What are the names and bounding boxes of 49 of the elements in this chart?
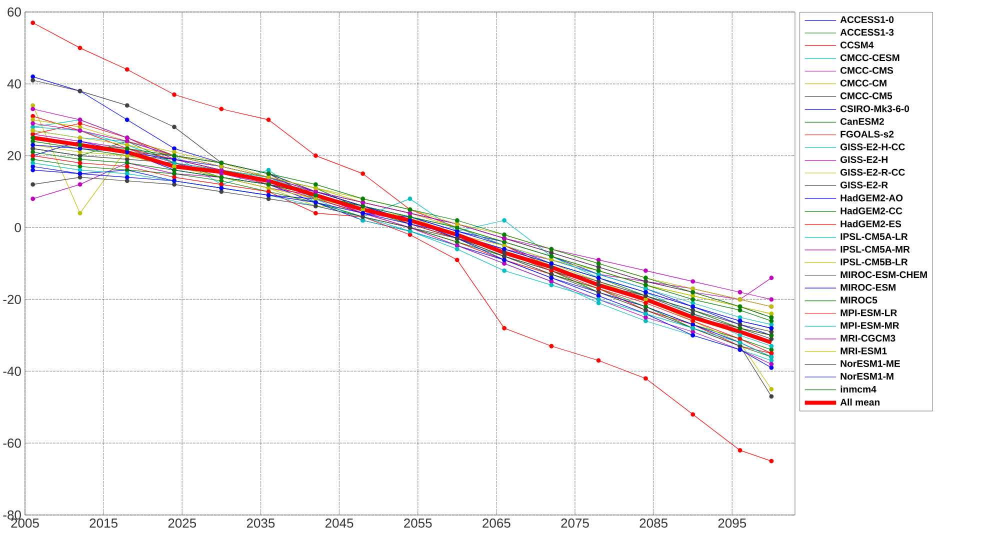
legend-label: MIROC5 — [840, 296, 878, 304]
legend-label: GISS-E2-H-CC — [840, 143, 905, 150]
legend-label: HadGEM2-AO — [840, 194, 903, 202]
legend-label: IPSL-CM5B-LR — [840, 258, 908, 266]
x-tick-label: 2065 — [482, 518, 510, 528]
legend-label: IPSL-CM5A-MR — [840, 246, 910, 253]
legend-label: MRI-ESM1 — [840, 348, 887, 354]
x-tick-label: 2005 — [11, 518, 39, 528]
x-tick-label: 2025 — [168, 518, 196, 528]
legend-label: CanESM2 — [840, 118, 884, 125]
legend-label: HadGEM2-CC — [840, 207, 902, 214]
legend-label: All mean — [840, 398, 880, 406]
legend-label: MIROC-ESM — [840, 284, 896, 291]
legend-label: inmcm4 — [840, 386, 876, 393]
legend-label: CMCC-CESM — [840, 54, 900, 62]
legend-label: CSIRO-Mk3-6-0 — [840, 105, 910, 112]
legend-label: GISS-E2-H — [840, 156, 888, 163]
legend-label: CMCC-CM5 — [840, 92, 892, 100]
x-tick-label: 2075 — [561, 518, 589, 528]
y-tick-label: 0 — [14, 222, 21, 232]
legend-label: FGOALS-s2 — [840, 130, 894, 138]
y-tick-label: 40 — [7, 79, 21, 88]
legend-label: NorESM1-ME — [840, 360, 900, 367]
y-tick-label: -80 — [3, 510, 21, 520]
x-tick-label: 2045 — [325, 518, 354, 528]
legend-label: MPI-ESM-LR — [840, 309, 897, 316]
legend-label: ACCESS1-0 — [840, 16, 894, 23]
x-tick-label: 2015 — [90, 518, 118, 528]
legend-label: MIROC-ESM-CHEM — [840, 271, 927, 278]
y-tick-label: 60 — [8, 7, 21, 17]
x-tick-label: 2055 — [404, 518, 432, 528]
legend-label: GISS-E2-R-CC — [840, 168, 905, 176]
y-tick-label: -60 — [3, 438, 21, 448]
legend-label: NorESM1-M — [840, 372, 894, 380]
legend-label: MPI-ESM-MR — [840, 322, 900, 329]
y-tick-label: -40 — [3, 366, 21, 376]
y-tick-label: 20 — [8, 151, 21, 160]
legend-label: MRI-CGCM3 — [840, 334, 896, 342]
x-tick-label: 2085 — [640, 518, 668, 528]
legend-label: CMCC-CM — [840, 80, 886, 87]
legend-label: IPSL-CM5A-LR — [840, 233, 908, 240]
legend-label: GISS-E2-R — [840, 182, 888, 188]
legend-label: CCSM4 — [840, 42, 874, 48]
x-tick-label: 2095 — [718, 518, 746, 528]
y-tick-label: -20 — [3, 294, 21, 304]
legend-label: ACCESS1-3 — [840, 28, 894, 36]
x-tick-label: 2035 — [246, 518, 275, 528]
legend-label: HadGEM2-ES — [840, 220, 902, 228]
legend-label: CMCC-CMS — [840, 67, 894, 74]
